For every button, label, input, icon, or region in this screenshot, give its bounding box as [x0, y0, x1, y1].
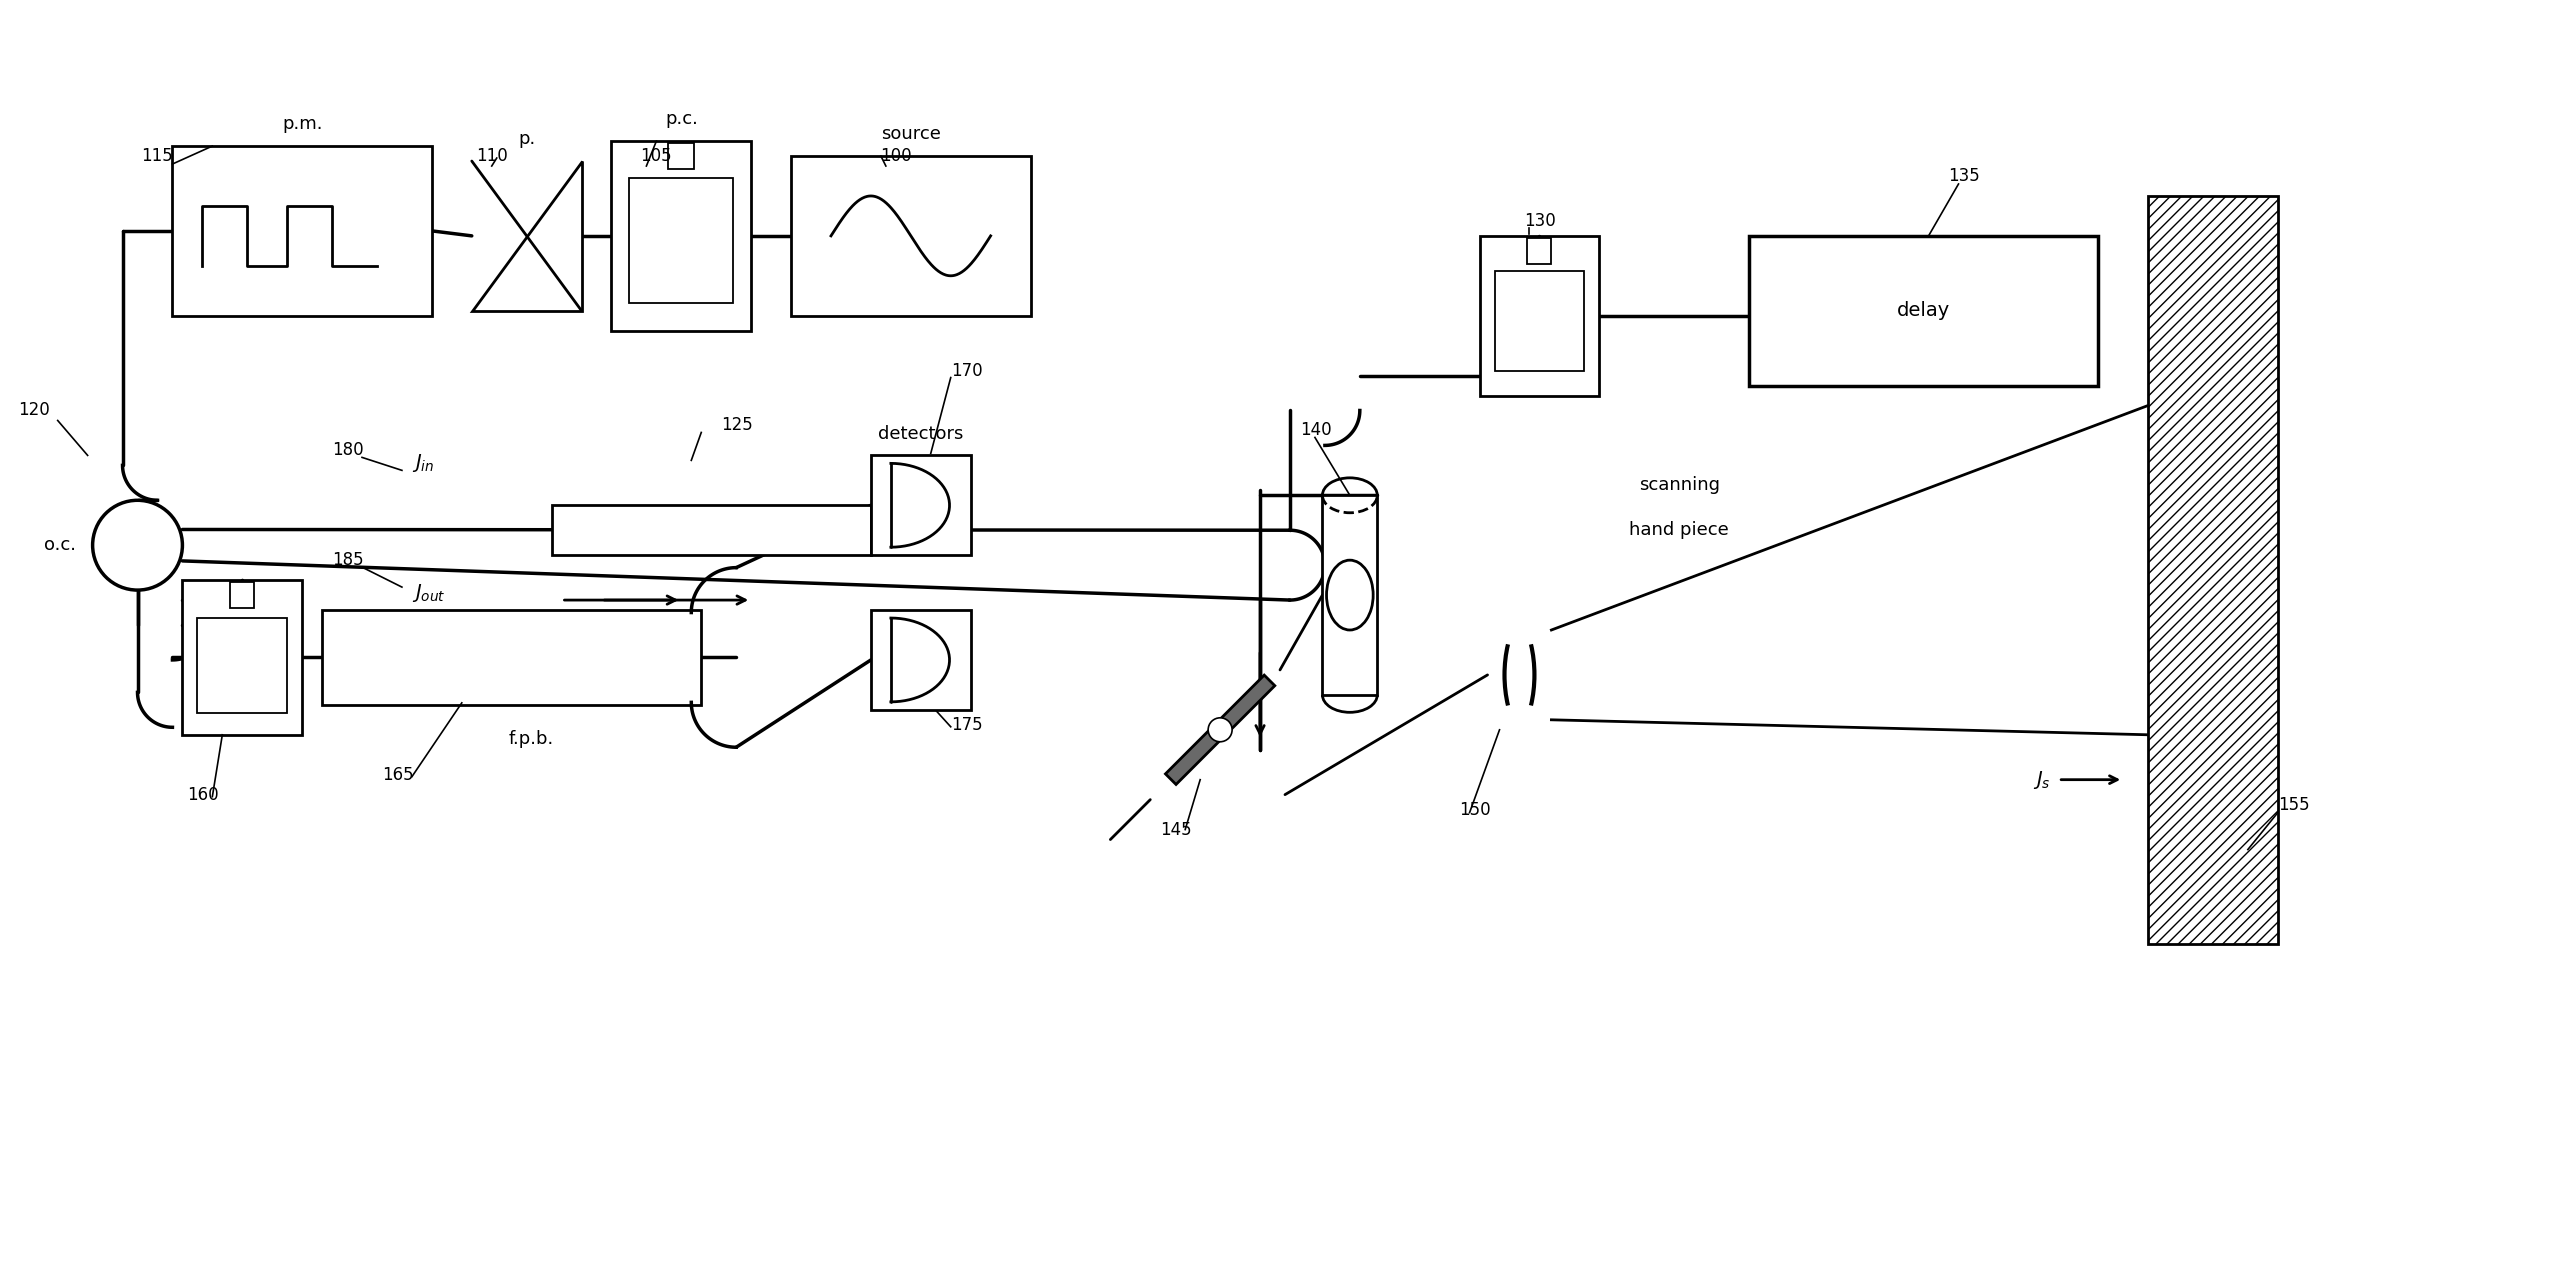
Text: delay: delay	[1898, 301, 1951, 320]
Bar	[871, 455, 971, 555]
Bar	[1480, 235, 1598, 396]
Bar	[630, 178, 732, 302]
Text: 145: 145	[1160, 821, 1191, 839]
Bar	[791, 156, 1030, 316]
Bar	[2149, 196, 2277, 944]
Text: p.: p.	[517, 130, 535, 148]
Text: p.c.: p.c.	[666, 110, 697, 128]
Text: $J_{in}$: $J_{in}$	[412, 453, 435, 474]
Text: source: source	[881, 125, 940, 143]
Text: 130: 130	[1524, 213, 1557, 230]
Text: p.m.: p.m.	[282, 115, 323, 133]
Text: hand piece: hand piece	[1629, 521, 1729, 539]
Text: 185: 185	[333, 552, 364, 569]
Text: 125: 125	[722, 416, 753, 434]
Text: 105: 105	[640, 147, 671, 164]
Polygon shape	[471, 161, 581, 311]
Text: detectors: detectors	[878, 425, 963, 444]
Circle shape	[92, 500, 182, 589]
Text: 175: 175	[950, 716, 983, 734]
Bar	[1749, 235, 2097, 386]
Text: o.c.: o.c.	[44, 536, 77, 554]
Text: scanning: scanning	[1639, 477, 1718, 495]
Text: f.p.b.: f.p.b.	[510, 730, 553, 748]
Text: 115: 115	[141, 147, 174, 164]
Bar	[551, 505, 871, 555]
Text: 100: 100	[881, 147, 912, 164]
Polygon shape	[1165, 676, 1275, 784]
Text: 165: 165	[382, 765, 415, 784]
Text: 180: 180	[333, 441, 364, 459]
Text: $J_{out}$: $J_{out}$	[412, 582, 446, 605]
Text: 170: 170	[950, 362, 983, 380]
Bar	[230, 582, 254, 608]
Bar	[323, 610, 702, 705]
Bar	[197, 619, 287, 712]
Text: 150: 150	[1460, 801, 1491, 818]
Bar	[612, 142, 750, 330]
Circle shape	[1209, 717, 1232, 741]
Bar	[172, 145, 433, 316]
Bar	[1496, 271, 1585, 371]
Text: 120: 120	[18, 401, 49, 420]
Text: 135: 135	[1949, 167, 1980, 185]
Bar	[668, 143, 694, 170]
Text: 110: 110	[476, 147, 507, 164]
Text: 140: 140	[1301, 421, 1332, 439]
Text: 155: 155	[2277, 796, 2310, 813]
Bar	[182, 581, 302, 735]
Text: $J_s$: $J_s$	[2033, 769, 2051, 791]
Bar	[1526, 238, 1552, 264]
Bar	[871, 610, 971, 710]
Text: 160: 160	[187, 786, 220, 803]
Bar	[1321, 496, 1378, 694]
